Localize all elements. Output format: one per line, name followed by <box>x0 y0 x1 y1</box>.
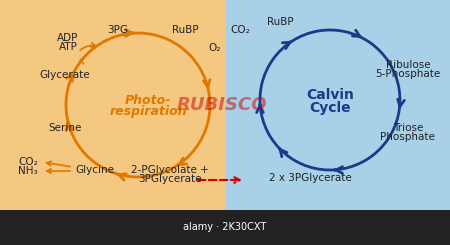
Text: Glycerate: Glycerate <box>40 70 90 80</box>
Text: ADP: ADP <box>57 33 79 43</box>
Text: CO₂: CO₂ <box>230 25 250 35</box>
Text: RuBP: RuBP <box>171 25 198 35</box>
Text: RUBISCO: RUBISCO <box>177 96 267 114</box>
FancyBboxPatch shape <box>0 0 225 210</box>
FancyBboxPatch shape <box>0 210 450 245</box>
Text: O₂: O₂ <box>209 43 221 53</box>
Text: 5-Phosphate: 5-Phosphate <box>375 69 441 79</box>
Text: Cycle: Cycle <box>309 101 351 115</box>
FancyBboxPatch shape <box>225 0 450 210</box>
Text: 3PGlycerate: 3PGlycerate <box>138 174 202 184</box>
Text: Ribulose: Ribulose <box>386 60 430 70</box>
Text: ATP: ATP <box>58 42 77 52</box>
Text: Photo-: Photo- <box>125 94 171 107</box>
Text: 3PG: 3PG <box>108 25 129 35</box>
Text: Serine: Serine <box>48 123 82 133</box>
Text: Phosphate: Phosphate <box>381 132 435 142</box>
Text: NH₃: NH₃ <box>18 166 38 176</box>
Text: alamy · 2K30CXT: alamy · 2K30CXT <box>183 222 266 232</box>
Text: Triose: Triose <box>393 123 423 133</box>
Text: respiration: respiration <box>109 105 187 118</box>
Text: 2 x 3PGlycerate: 2 x 3PGlycerate <box>269 173 351 183</box>
Text: 2-PGlycolate +: 2-PGlycolate + <box>131 165 209 175</box>
Text: Glycine: Glycine <box>76 165 114 175</box>
Text: Calvin: Calvin <box>306 88 354 102</box>
Text: CO₂: CO₂ <box>18 157 38 167</box>
Text: RuBP: RuBP <box>267 17 293 27</box>
